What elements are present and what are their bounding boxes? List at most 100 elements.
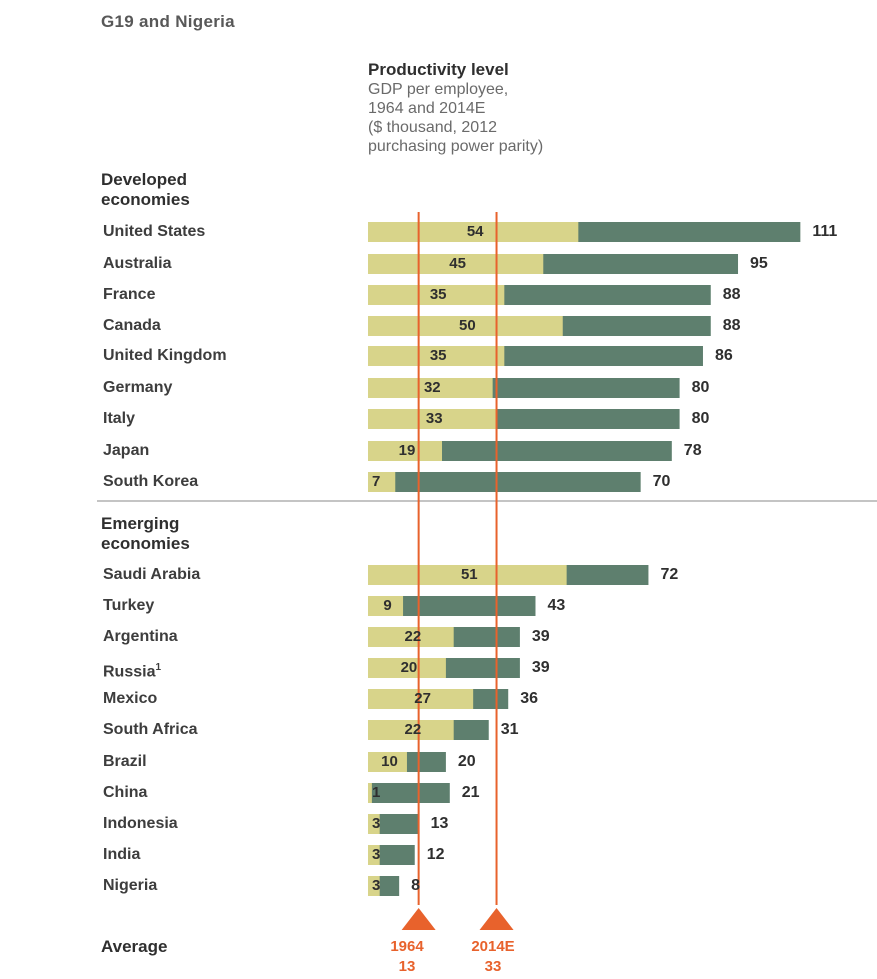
country-label: Mexico [103, 689, 157, 709]
value-1964-label: 3 [372, 877, 381, 894]
bar-1964 [368, 627, 454, 647]
country-label: India [103, 845, 140, 865]
value-2014-label: 72 [660, 566, 679, 583]
value-1964-label: 22 [404, 628, 422, 645]
average-marker-1964 [401, 908, 436, 930]
average-marker-2014 [479, 908, 514, 930]
country-name: China [103, 784, 148, 801]
average-label: Average [101, 937, 168, 956]
value-2014-label: 111 [812, 223, 838, 240]
bar-2014 [368, 441, 672, 461]
country-name: Nigeria [103, 877, 158, 894]
value-1964-label: 7 [372, 473, 381, 490]
value-2014-label: 36 [520, 690, 539, 707]
country-name: Saudi Arabia [103, 566, 201, 583]
value-2014-label: 86 [714, 347, 733, 364]
value-1964-label: 10 [381, 753, 398, 770]
value-1964-label: 32 [423, 379, 441, 396]
country-name: Italy [103, 410, 136, 427]
country-label: China [103, 783, 147, 803]
value-2014-label: 80 [691, 379, 710, 396]
bar-1964 [368, 222, 579, 242]
bar-1964 [368, 378, 493, 398]
value-2014-label: 95 [750, 255, 768, 272]
value-1964-label: 35 [429, 286, 447, 303]
value-1964-label: 3 [372, 815, 381, 832]
country-name: Australia [103, 255, 172, 272]
country-label: South Africa [103, 720, 198, 740]
value-1964-label: 9 [383, 597, 392, 614]
bar-1964 [368, 876, 380, 896]
value-2014-label: 70 [652, 473, 671, 490]
value-2014-label: 39 [531, 628, 550, 645]
bar-1964 [368, 658, 446, 678]
country-name: Japan [103, 442, 150, 459]
country-name: Argentina [103, 628, 178, 645]
country-label: Germany [103, 378, 172, 398]
value-1964-label: 3 [372, 846, 381, 863]
country-label: Russia1 [103, 658, 161, 682]
country-label: United Kingdom [103, 346, 227, 366]
value-2014-label: 88 [722, 317, 741, 334]
bar-1964 [368, 845, 380, 865]
value-2014-label: 8 [411, 877, 421, 894]
bar-2014 [368, 814, 419, 834]
value-1964-label: 51 [460, 566, 478, 583]
country-name: Germany [103, 379, 173, 396]
country-label: South Korea [103, 472, 198, 492]
country-name: Brazil [103, 753, 147, 770]
country-name: Indonesia [103, 815, 178, 832]
value-2014-label: 78 [683, 442, 702, 459]
value-1964-label: 50 [459, 317, 476, 334]
country-label: Canada [103, 316, 161, 336]
bar-1964 [368, 472, 396, 492]
bar-1964 [368, 596, 404, 616]
value-1964-label: 35 [429, 347, 447, 364]
bar-2014 [368, 472, 641, 492]
country-name: Mexico [103, 690, 158, 707]
footnote-marker: 1 [155, 662, 162, 673]
bar-1964 [368, 285, 505, 305]
country-name: South Korea [103, 473, 199, 490]
bar-1964 [368, 689, 474, 709]
value-2014-label: 13 [430, 815, 449, 832]
country-label: Japan [103, 441, 149, 461]
bar-2014 [368, 596, 536, 616]
bar-1964 [368, 783, 372, 803]
country-label: United States [103, 222, 205, 242]
country-name: United Kingdom [103, 347, 227, 364]
bar-2014 [368, 783, 450, 803]
average-1964-value: 13 [398, 958, 416, 975]
country-label: Indonesia [103, 814, 178, 834]
value-2014-label: 12 [426, 846, 445, 863]
value-1964-label: 1 [372, 784, 381, 801]
country-label: France [103, 285, 155, 305]
bar-1964 [368, 254, 544, 274]
group-label: Emerging economies [101, 514, 190, 553]
country-name: France [103, 286, 156, 303]
value-1964-label: 20 [400, 659, 418, 676]
bar-1964 [368, 720, 454, 740]
group-label: Developed economies [101, 170, 190, 209]
country-name: Russia [103, 663, 156, 681]
bar-1964 [368, 752, 407, 772]
country-label: Turkey [103, 596, 154, 616]
value-1964-label: 19 [398, 442, 416, 459]
country-label: Saudi Arabia [103, 565, 200, 585]
country-name: Canada [103, 317, 161, 334]
chart-subtitle: GDP per employee, 1964 and 2014E ($ thou… [368, 81, 544, 155]
page-title: G19 and Nigeria [101, 12, 235, 31]
country-label: Argentina [103, 627, 178, 647]
country-label: Brazil [103, 752, 147, 772]
bar-1964 [368, 316, 563, 336]
country-name: United States [103, 223, 206, 240]
country-label: Italy [103, 409, 135, 429]
country-label: Nigeria [103, 876, 157, 896]
value-2014-label: 43 [547, 597, 566, 614]
chart-title: Productivity level [368, 60, 509, 79]
bar-1964 [368, 346, 505, 366]
country-name: India [103, 846, 141, 863]
bar-1964 [368, 814, 380, 834]
value-2014-label: 21 [461, 784, 480, 801]
